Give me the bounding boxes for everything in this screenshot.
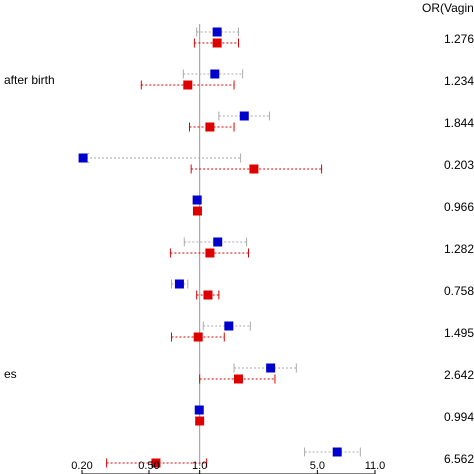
or-value-label: 0.966 xyxy=(444,200,474,214)
point-blue xyxy=(174,279,184,289)
point-red xyxy=(205,122,215,132)
point-red xyxy=(183,80,193,90)
row-label: es xyxy=(4,367,17,381)
x-tick-label: 1.0 xyxy=(192,460,207,472)
point-blue xyxy=(194,405,204,415)
point-red xyxy=(205,248,215,258)
or-value-label: 6.562 xyxy=(444,452,474,466)
point-blue xyxy=(192,195,202,205)
point-red xyxy=(151,458,161,468)
column-header: OR(Vaginal xyxy=(422,1,474,15)
point-red xyxy=(249,164,259,174)
point-red xyxy=(212,38,222,48)
point-red xyxy=(193,332,203,342)
point-blue xyxy=(210,69,220,79)
or-value-label: 0.758 xyxy=(444,284,474,298)
x-tick-label: 0.50 xyxy=(138,460,159,472)
point-red xyxy=(203,290,213,300)
point-red xyxy=(233,374,243,384)
row-labels: after birth es xyxy=(4,73,55,381)
or-value-label: 1.844 xyxy=(444,116,474,130)
point-red xyxy=(192,206,202,216)
point-blue xyxy=(224,321,234,331)
or-value-label: 2.642 xyxy=(444,368,474,382)
point-blue xyxy=(213,237,223,247)
or-value-label: 0.203 xyxy=(444,158,474,172)
or-value-labels: 1.276 1.234 1.844 0.203 0.966 1.282 0.758 1.495… xyxy=(444,32,474,466)
point-blue xyxy=(332,447,342,457)
point-blue xyxy=(266,363,276,373)
or-value-label: 1.234 xyxy=(444,74,474,88)
point-blue xyxy=(212,27,222,37)
point-estimates xyxy=(78,27,342,468)
or-value-label: 1.282 xyxy=(444,242,474,256)
or-value-label: 0.994 xyxy=(444,410,474,424)
point-blue xyxy=(239,111,249,121)
x-tick-label: 11.0 xyxy=(365,460,386,472)
or-value-label: 1.495 xyxy=(444,326,474,340)
or-value-label: 1.276 xyxy=(444,32,474,46)
point-blue xyxy=(78,153,88,163)
x-tick-label: 5.0 xyxy=(310,460,325,472)
confidence-intervals xyxy=(81,27,361,468)
x-axis: 0.20 0.50 1.0 5.0 11.0 xyxy=(71,460,385,474)
point-red xyxy=(195,416,205,426)
row-label: after birth xyxy=(4,73,55,87)
x-tick-label: 0.20 xyxy=(71,460,92,472)
